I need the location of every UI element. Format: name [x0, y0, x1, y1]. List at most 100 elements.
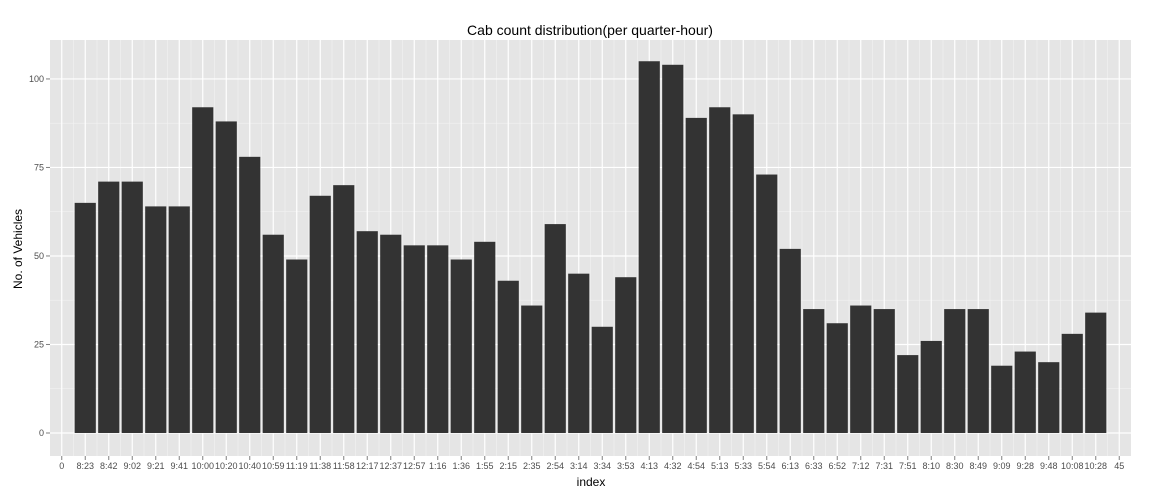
- bar: [850, 305, 872, 433]
- x-tick-label: 2:15: [499, 461, 517, 471]
- bar: [732, 114, 754, 433]
- bar: [192, 107, 214, 433]
- x-tick-label: 9:41: [170, 461, 188, 471]
- x-tick-label: 5:54: [758, 461, 776, 471]
- y-axis: 0 25 50 75 100: [29, 74, 50, 438]
- x-tick-label: 0: [59, 461, 64, 471]
- bar: [262, 234, 284, 433]
- bar: [1061, 333, 1083, 433]
- x-tick-label: 3:53: [617, 461, 635, 471]
- bar: [474, 241, 496, 433]
- x-axis-label: index: [577, 475, 606, 489]
- bar: [709, 107, 731, 433]
- bar: [615, 277, 637, 433]
- bar: [286, 259, 308, 433]
- bar: [239, 156, 261, 433]
- bar: [497, 280, 519, 433]
- bars: [74, 61, 1107, 433]
- x-tick-label: 1:16: [429, 461, 447, 471]
- bar: [450, 259, 472, 433]
- x-tick-label: 11:38: [309, 461, 331, 471]
- x-tick-label: 6:33: [805, 461, 823, 471]
- bar: [920, 340, 942, 433]
- x-tick-label: 10:28: [1084, 461, 1107, 471]
- x-tick-label: 1:36: [452, 461, 470, 471]
- x-tick-label: 1:55: [476, 461, 494, 471]
- bar: [1085, 312, 1107, 433]
- x-tick-label: 12:37: [379, 461, 402, 471]
- bar: [779, 248, 801, 433]
- bar: [991, 365, 1013, 433]
- y-tick-label: 100: [29, 74, 44, 84]
- bar: [403, 245, 425, 433]
- y-tick-label: 75: [34, 162, 44, 172]
- bar: [662, 64, 684, 433]
- minor-gridlines: [50, 40, 1131, 456]
- x-tick-label: 7:51: [899, 461, 917, 471]
- bar: [568, 273, 590, 433]
- y-tick-label: 0: [39, 428, 44, 438]
- bar: [356, 231, 378, 433]
- bar: [427, 245, 449, 433]
- x-tick-label: 7:12: [852, 461, 870, 471]
- x-tick-label: 10:40: [238, 461, 261, 471]
- x-tick-label: 5:13: [711, 461, 729, 471]
- x-tick-label: 10:00: [191, 461, 214, 471]
- bar: [897, 355, 919, 433]
- x-tick-label: 3:34: [593, 461, 611, 471]
- x-tick-label: 9:21: [147, 461, 165, 471]
- bar: [685, 117, 707, 433]
- bar: [826, 323, 848, 433]
- x-tick-label: 45: [1114, 461, 1124, 471]
- bar: [98, 181, 120, 433]
- x-tick-label: 6:52: [828, 461, 846, 471]
- x-tick-label: 9:28: [1016, 461, 1034, 471]
- bar: [967, 309, 989, 433]
- x-tick-label: 2:35: [523, 461, 541, 471]
- bar: [74, 202, 96, 433]
- bar: [309, 195, 331, 433]
- y-tick-label: 25: [34, 339, 44, 349]
- x-tick-label: 10:08: [1061, 461, 1084, 471]
- x-tick-label: 8:30: [946, 461, 964, 471]
- x-tick-label: 10:20: [215, 461, 238, 471]
- x-tick-label: 11:58: [333, 461, 355, 471]
- x-tick-label: 4:32: [664, 461, 682, 471]
- x-tick-label: 8:49: [969, 461, 987, 471]
- bar: [803, 309, 825, 433]
- x-tick-label: 11:19: [286, 461, 308, 471]
- x-tick-label: 4:54: [687, 461, 705, 471]
- x-tick-label: 8:23: [76, 461, 94, 471]
- bar: [215, 121, 237, 433]
- x-tick-label: 10:59: [262, 461, 285, 471]
- x-tick-label: 3:14: [570, 461, 588, 471]
- bar: [333, 185, 355, 433]
- bar: [521, 305, 543, 433]
- bar: [121, 181, 143, 433]
- bar: [591, 326, 613, 433]
- y-axis-label: No. of Vehicles: [11, 209, 25, 289]
- x-tick-label: 8:10: [922, 461, 940, 471]
- x-tick-label: 9:09: [993, 461, 1011, 471]
- x-tick-label: 12:57: [403, 461, 426, 471]
- bar: [944, 309, 966, 433]
- x-tick-label: 12:17: [356, 461, 379, 471]
- bar: [168, 206, 190, 433]
- x-tick-label: 6:13: [781, 461, 799, 471]
- x-tick-label: 9:48: [1040, 461, 1058, 471]
- y-tick-label: 50: [34, 251, 44, 261]
- bar: [1014, 351, 1036, 433]
- bar: [756, 174, 778, 433]
- x-axis: 0 8:23 8:42 9:02 9:21 9:41 10:00 10:20 10:40 10:5…: [59, 456, 1124, 471]
- bar: [873, 309, 895, 433]
- x-tick-label: 5:33: [734, 461, 752, 471]
- bar: [1038, 362, 1060, 433]
- x-tick-label: 9:02: [123, 461, 141, 471]
- x-tick-label: 4:13: [640, 461, 658, 471]
- x-tick-label: 7:31: [875, 461, 893, 471]
- chart-title: Cab count distribution(per quarter-hour): [467, 22, 713, 38]
- bar: [638, 61, 660, 433]
- x-tick-label: 8:42: [100, 461, 118, 471]
- bar: [145, 206, 167, 433]
